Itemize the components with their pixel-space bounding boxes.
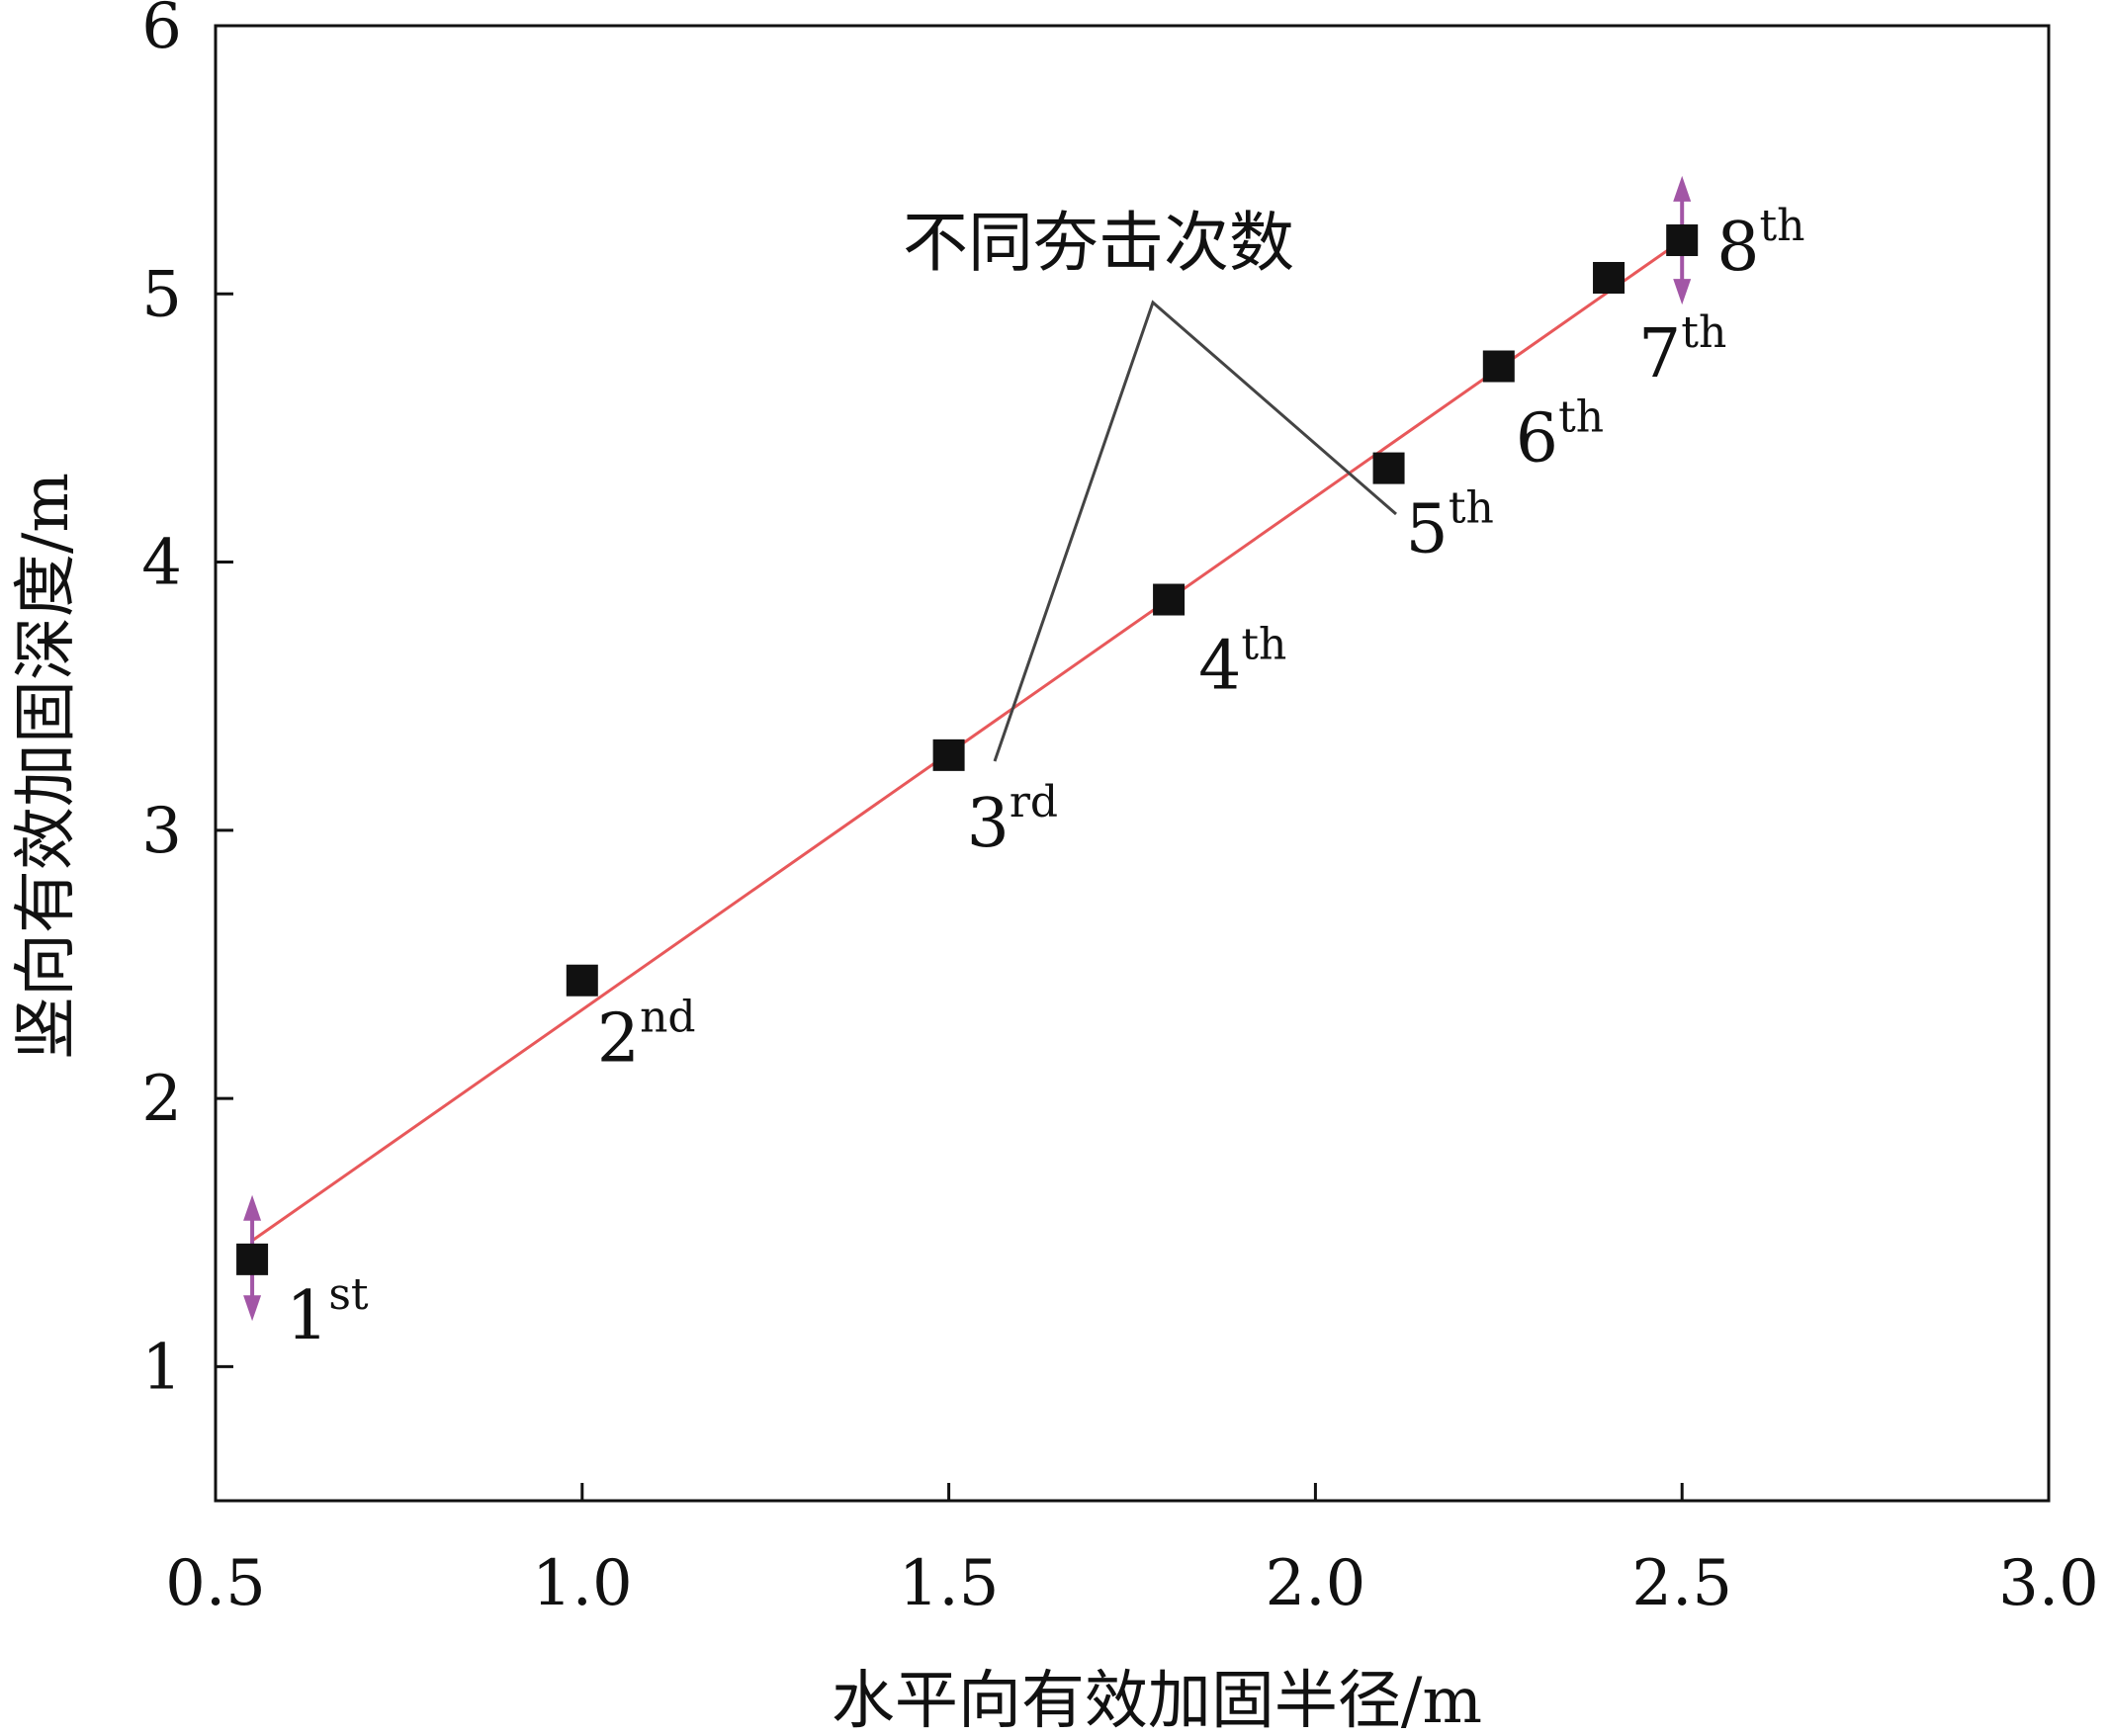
data-point [236, 1243, 269, 1275]
x-tick-label: 0.5 [165, 1547, 266, 1620]
point-label-suffix: th [1449, 483, 1494, 534]
x-tick-label: 1.5 [899, 1547, 1000, 1620]
axes-layer: 0.5 1.0 1.5 2.0 2.5 3.0123456水平向有效加固半径/m竖向有效加… [10, 0, 2099, 1736]
point-label-suffix: nd [640, 993, 696, 1043]
x-tick-label: 3.0 [1998, 1547, 2099, 1620]
y-tick-label: 4 [141, 527, 182, 600]
point-label-suffix: th [1558, 392, 1604, 443]
point-label-suffix: th [1241, 620, 1286, 670]
y-tick-label: 2 [141, 1063, 182, 1136]
range-arrow-head-up [243, 1194, 262, 1221]
annotation-leader [993, 300, 1397, 762]
point-label-number: 8 [1716, 209, 1759, 287]
x-tick-label: 1.0 [532, 1547, 633, 1620]
data-point [1593, 261, 1626, 294]
point-label: 7th [1638, 307, 1726, 393]
points-layer [236, 224, 1699, 1275]
point-label: 6th [1516, 392, 1604, 478]
point-label-number: 5 [1406, 491, 1449, 569]
point-label: 1st [286, 1269, 369, 1355]
x-tick-label: 2.5 [1631, 1547, 1732, 1620]
point-label-number: 3 [967, 785, 1010, 863]
data-point [1666, 224, 1699, 257]
y-tick-label: 5 [141, 258, 182, 331]
data-point [1372, 452, 1405, 484]
plot-frame [214, 24, 2051, 1503]
data-point [1153, 583, 1186, 616]
y-tick-label: 3 [141, 795, 182, 868]
point-label: 4th [1198, 620, 1286, 706]
y-axis-title: 竖向有效加固深度/m [10, 473, 83, 1060]
point-label-number: 1 [286, 1277, 328, 1355]
point-label-suffix: st [328, 1269, 369, 1320]
point-label: 2nd [597, 993, 696, 1079]
point-label-number: 4 [1198, 628, 1241, 706]
fit-line-layer [251, 238, 1684, 1243]
point-label-suffix: rd [1010, 777, 1058, 827]
point-label: 5th [1406, 483, 1494, 569]
data-point [1482, 350, 1515, 383]
y-tick-label: 1 [141, 1331, 182, 1404]
data-point [566, 964, 598, 997]
point-label-number: 2 [597, 1000, 640, 1079]
point-label: 8th [1716, 201, 1804, 287]
annotation-text: 不同夯击次数 [903, 205, 1294, 281]
annotation-layer: 不同夯击次数 [903, 205, 1397, 762]
point-label: 3rd [967, 777, 1058, 863]
data-point [932, 738, 965, 771]
fit-line [251, 238, 1684, 1243]
point-label-number: 6 [1516, 400, 1558, 478]
range-arrows-layer [243, 175, 1692, 1322]
x-axis-title: 水平向有效加固半径/m [832, 1665, 1482, 1732]
range-arrow-head-up [1673, 175, 1692, 202]
x-tick-label: 2.0 [1266, 1547, 1366, 1620]
y-tick-label: 6 [141, 0, 182, 63]
point-label-suffix: th [1759, 201, 1804, 251]
point-label-number: 7 [1638, 315, 1681, 393]
point-label-suffix: th [1681, 307, 1726, 358]
range-arrow-head-down [1673, 279, 1692, 305]
range-arrow-head-down [243, 1295, 262, 1322]
